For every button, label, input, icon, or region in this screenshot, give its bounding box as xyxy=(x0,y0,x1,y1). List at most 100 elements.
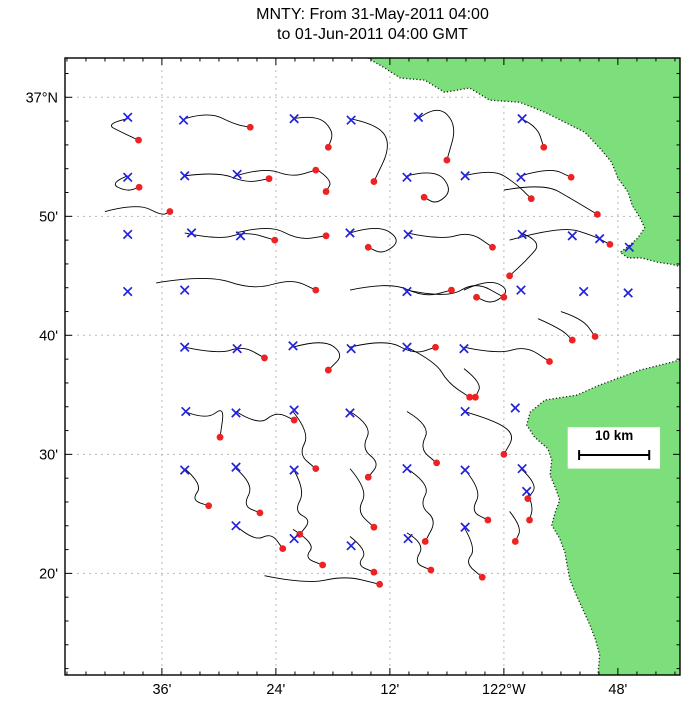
trajectory-end-dot xyxy=(364,473,372,481)
trajectory-start-cross xyxy=(122,172,133,183)
trajectory-path xyxy=(463,468,489,521)
land-south xyxy=(526,360,680,675)
trajectory-path xyxy=(520,118,545,148)
trajectory-path xyxy=(156,278,316,291)
trajectory-start-cross xyxy=(594,233,605,244)
x-tick-label: 122°W xyxy=(482,682,526,698)
trajectory-start-cross xyxy=(402,172,412,183)
trajectory-start-cross xyxy=(231,520,241,531)
y-tick-label: 30' xyxy=(39,447,58,463)
trajectory-end-dot xyxy=(370,523,378,531)
figure-title-line1: MNTY: From 31-May-2011 04:00 xyxy=(256,6,489,23)
trajectory-end-dot xyxy=(432,343,439,351)
trajectory-end-dot xyxy=(322,232,330,240)
trajectory-end-dot xyxy=(443,156,451,164)
trajectory-end-dot xyxy=(312,286,320,294)
trajectory-path xyxy=(235,468,261,514)
trajectory-path xyxy=(235,525,284,549)
trajectory-path xyxy=(560,311,596,337)
trajectory-start-cross xyxy=(459,343,469,354)
trajectory-start-cross xyxy=(179,465,190,475)
trajectory-end-dot xyxy=(370,568,378,576)
trajectory-path xyxy=(463,526,483,578)
coastline-south xyxy=(525,359,680,675)
trajectory-end-dot xyxy=(135,183,143,191)
trajectory-path xyxy=(264,575,380,585)
trajectory-path xyxy=(292,528,323,566)
trajectory-start-cross xyxy=(623,288,633,298)
trajectory-path xyxy=(349,411,377,478)
trajectory-start-cross xyxy=(460,465,470,475)
trajectory-end-dot xyxy=(324,366,332,374)
trajectory-path xyxy=(349,285,452,296)
trajectory-path xyxy=(315,168,331,192)
trajectory-path xyxy=(406,346,470,398)
trajectory-path xyxy=(463,411,512,455)
trajectory-start-cross xyxy=(510,403,521,413)
trajectory-path xyxy=(406,232,493,248)
trajectory-end-dot xyxy=(427,566,435,574)
scale-bar-background xyxy=(567,427,661,469)
trajectory-end-dot xyxy=(324,143,332,151)
trajectory-path xyxy=(104,206,171,215)
trajectory-path xyxy=(463,346,550,362)
y-tick-label: 20' xyxy=(39,566,58,582)
trajectory-start-cross xyxy=(231,408,241,418)
trajectory-path xyxy=(114,175,140,191)
figure-title-line2: to 01-Jun-2011 04:00 GMT xyxy=(277,26,468,43)
trajectory-path xyxy=(509,232,538,277)
trajectory-path xyxy=(184,173,270,182)
trajectory-path xyxy=(463,368,480,398)
trajectory-path xyxy=(406,468,434,542)
trajectory-start-cross xyxy=(402,463,412,474)
x-tick-label: 48' xyxy=(608,682,627,698)
trajectory-start-cross xyxy=(346,540,356,551)
trajectory-start-cross xyxy=(517,113,527,124)
trajectory-end-dot xyxy=(546,358,553,365)
trajectory-start-cross xyxy=(181,406,191,417)
trajectory-start-cross xyxy=(122,229,133,240)
trajectory-start-cross xyxy=(289,533,299,544)
trajectory-end-dot xyxy=(290,416,298,424)
trajectory-end-dot xyxy=(484,516,492,524)
trajectory-end-dot xyxy=(591,333,599,340)
trajectory-path xyxy=(235,169,316,177)
trajectory-start-cross xyxy=(288,340,298,351)
trajectory-path xyxy=(349,118,388,182)
trajectory-path xyxy=(235,228,327,239)
trajectory-start-cross xyxy=(517,229,527,240)
trajectory-path xyxy=(349,228,397,253)
trajectory-end-dot xyxy=(593,210,601,218)
trajectory-path xyxy=(418,109,455,161)
trajectory-start-cross xyxy=(179,285,190,295)
trajectory-end-dot xyxy=(261,354,268,362)
trajectory-start-cross xyxy=(232,169,242,180)
trajectory-end-dot xyxy=(312,465,320,473)
y-tick-label: 40' xyxy=(39,328,58,344)
trajectory-end-dot xyxy=(471,393,479,401)
trajectory-end-dot xyxy=(526,516,533,524)
trajectory-path xyxy=(184,468,209,507)
trajectory-end-dot xyxy=(312,166,320,174)
trajectory-start-cross xyxy=(403,533,413,544)
trajectory-path xyxy=(406,172,449,203)
trajectory-start-cross xyxy=(521,486,532,497)
trajectory-path xyxy=(292,116,333,148)
trajectory-start-cross xyxy=(402,342,412,353)
trajectory-start-cross xyxy=(345,228,355,238)
trajectory-end-dot xyxy=(370,178,378,185)
trajectory-start-cross xyxy=(345,408,355,418)
x-tick-label: 12' xyxy=(380,682,399,698)
trajectory-end-dot xyxy=(506,272,513,280)
trajectory-end-dot xyxy=(135,136,142,144)
trajectory-start-cross xyxy=(516,172,526,183)
plot-area: 10 km xyxy=(65,58,680,675)
trajectory-path xyxy=(292,342,341,371)
x-tick-label: 24' xyxy=(266,682,285,698)
trajectory-path xyxy=(184,232,275,241)
trajectory-path xyxy=(184,410,224,438)
trajectory-start-cross xyxy=(232,343,242,354)
trajectory-start-cross xyxy=(460,522,470,532)
trajectory-start-cross xyxy=(186,228,197,238)
